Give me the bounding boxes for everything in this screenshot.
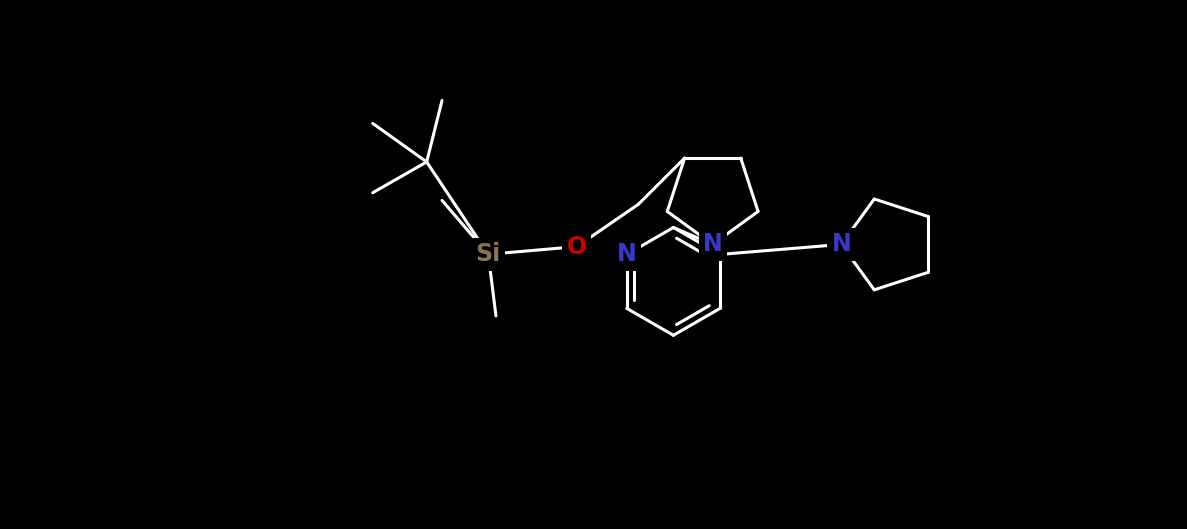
Text: N: N (703, 232, 723, 257)
Text: N: N (831, 232, 851, 257)
Text: O: O (566, 235, 586, 259)
Text: N: N (617, 242, 636, 267)
Text: Si: Si (476, 242, 501, 266)
